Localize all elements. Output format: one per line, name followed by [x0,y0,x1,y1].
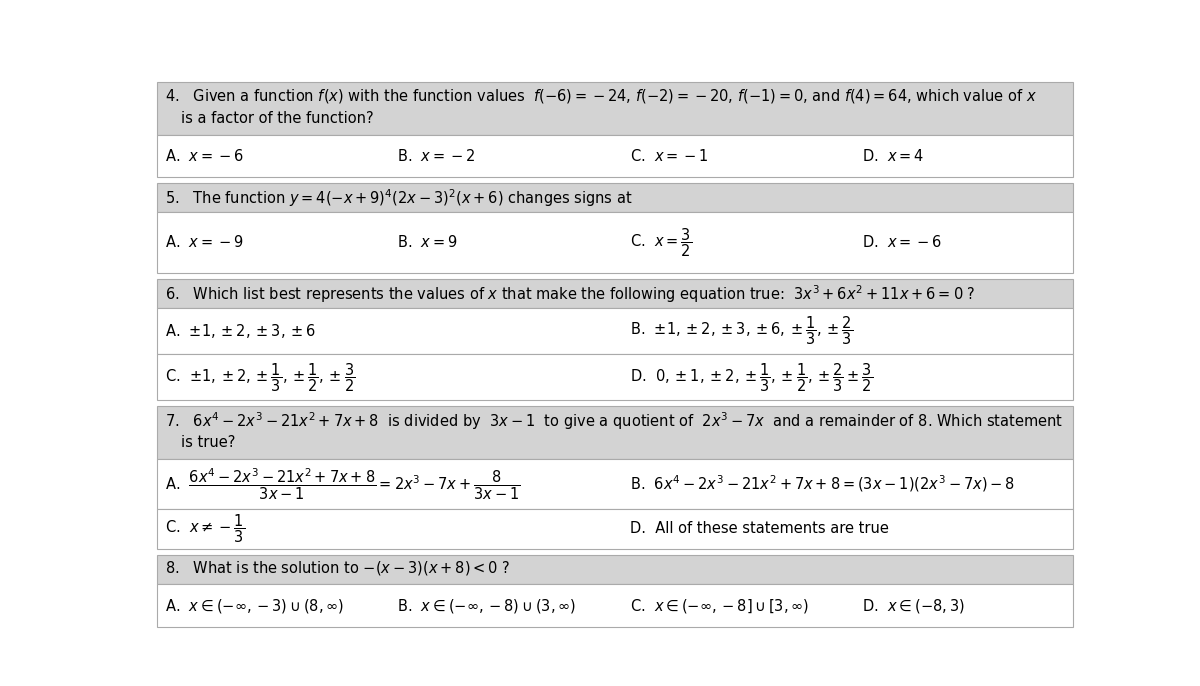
Bar [157,213,1073,272]
Text: A.  $\pm1, \pm2, \pm3, \pm6$: A. $\pm1, \pm2, \pm3, \pm6$ [164,322,316,340]
Text: B.  $\mathit{x} = 9$: B. $\mathit{x} = 9$ [397,235,458,250]
Bar [157,82,1073,134]
Bar [157,134,1073,177]
Text: 7.   $6\mathit{x}^4 - 2\mathit{x}^3 - 21\mathit{x}^2 + 7\mathit{x} + 8$  is divi: 7. $6\mathit{x}^4 - 2\mathit{x}^3 - 21\m… [164,411,1063,432]
Text: 5.   The function $\mathit{y} = 4(-\mathit{x} + 9)^4(2\mathit{x} - 3)^2(\mathit{: 5. The function $\mathit{y} = 4(-\mathit… [164,187,632,209]
Text: C.  $\mathit{x} = -1$: C. $\mathit{x} = -1$ [630,148,708,164]
Text: B.  $\mathit{x} = -2$: B. $\mathit{x} = -2$ [397,148,475,164]
Text: D.  $\mathit{x} = -6$: D. $\mathit{x} = -6$ [863,235,942,250]
Text: D.  $0, \pm1, \pm2, \pm\dfrac{1}{3}, \pm\dfrac{1}{2}, \pm\dfrac{2}{3} \pm\dfrac{: D. $0, \pm1, \pm2, \pm\dfrac{1}{3}, \pm\… [630,361,872,394]
Text: is a factor of the function?: is a factor of the function? [181,111,373,126]
Bar [157,459,1073,509]
Text: 4.   Given a function $\mathit{f}(\mathit{x})$ with the function values  $\mathi: 4. Given a function $\mathit{f}(\mathit{… [164,86,1037,104]
Text: D.  $\mathit{x} = 4$: D. $\mathit{x} = 4$ [863,148,925,164]
Text: D.  All of these statements are true: D. All of these statements are true [630,521,889,536]
Text: C.  $\mathit{x} \neq -\dfrac{1}{3}$: C. $\mathit{x} \neq -\dfrac{1}{3}$ [164,512,245,545]
Text: C.  $\mathit{x} \in (-\infty, -8] \cup [3, \infty)$: C. $\mathit{x} \in (-\infty, -8] \cup [3… [630,597,809,615]
Text: B.  $\pm1, \pm2, \pm3, \pm6, \pm\dfrac{1}{3}, \pm\dfrac{2}{3}$: B. $\pm1, \pm2, \pm3, \pm6, \pm\dfrac{1}… [630,315,853,347]
Text: is true?: is true? [181,436,235,450]
Bar [157,354,1073,401]
Bar [157,279,1073,308]
Text: B.  $6\mathit{x}^4 - 2\mathit{x}^3 - 21\mathit{x}^2 + 7\mathit{x} + 8 = (3\mathi: B. $6\mathit{x}^4 - 2\mathit{x}^3 - 21\m… [630,473,1015,494]
Bar [157,555,1073,584]
Text: A.  $\mathit{x} = -9$: A. $\mathit{x} = -9$ [164,235,244,250]
Text: C.  $\mathit{x} = \dfrac{3}{2}$: C. $\mathit{x} = \dfrac{3}{2}$ [630,226,692,259]
Text: 8.   What is the solution to $-(\mathit{x} - 3)(\mathit{x} + 8) < 0$ ?: 8. What is the solution to $-(\mathit{x}… [164,559,510,578]
Bar [157,509,1073,549]
Bar [157,183,1073,213]
Text: B.  $\mathit{x} \in (-\infty, -8) \cup (3, \infty)$: B. $\mathit{x} \in (-\infty, -8) \cup (3… [397,597,576,615]
Text: 6.   Which list best represents the values of $\mathit{x}$ that make the followi: 6. Which list best represents the values… [164,283,976,305]
Bar [157,308,1073,354]
Text: A.  $\mathit{x} = -6$: A. $\mathit{x} = -6$ [164,148,244,164]
Text: D.  $\mathit{x} \in (-8, 3)$: D. $\mathit{x} \in (-8, 3)$ [863,597,965,615]
Bar [157,584,1073,627]
Text: C.  $\pm1, \pm2, \pm\dfrac{1}{3}, \pm\dfrac{1}{2}, \pm\dfrac{3}{2}$: C. $\pm1, \pm2, \pm\dfrac{1}{3}, \pm\dfr… [164,361,355,394]
Bar [157,407,1073,459]
Text: A.  $\dfrac{6\mathit{x}^4-2\mathit{x}^3-21\mathit{x}^2+7\mathit{x}+8}{3\mathit{x: A. $\dfrac{6\mathit{x}^4-2\mathit{x}^3-2… [164,466,521,501]
Text: A.  $\mathit{x} \in (-\infty, -3) \cup (8, \infty)$: A. $\mathit{x} \in (-\infty, -3) \cup (8… [164,597,344,615]
